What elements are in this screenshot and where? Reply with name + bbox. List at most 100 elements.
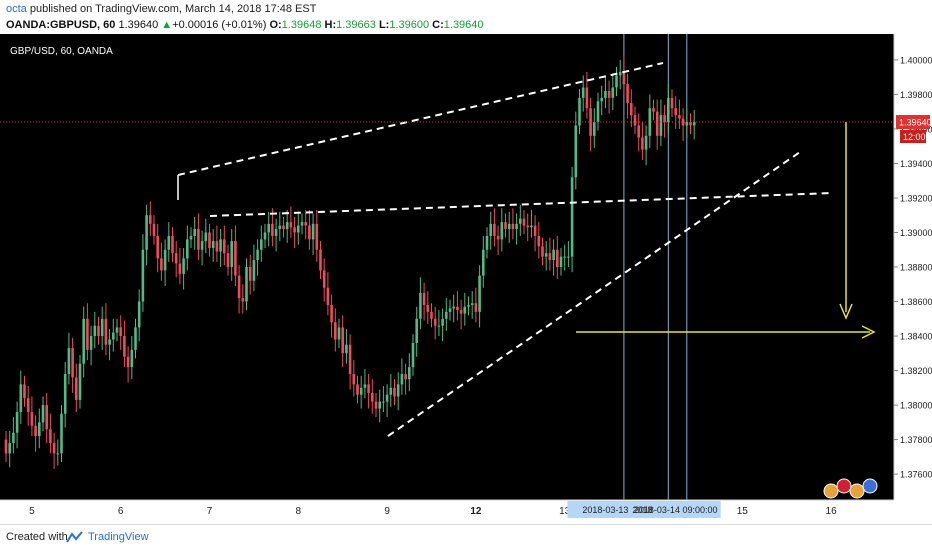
candle-body bbox=[544, 253, 548, 257]
countdown-tag bbox=[900, 130, 926, 144]
candle-body bbox=[493, 223, 496, 236]
x-tick-label: 6 bbox=[118, 506, 124, 517]
candle-body bbox=[433, 318, 437, 326]
tradingview-link[interactable]: TradingView bbox=[88, 531, 149, 543]
candle-body bbox=[115, 327, 119, 333]
drawings bbox=[177, 62, 876, 437]
y-tick-label: 1.38600 bbox=[900, 297, 932, 307]
candle-body bbox=[600, 97, 603, 102]
candle-body bbox=[667, 97, 670, 123]
candle-body bbox=[167, 235, 171, 250]
candle-body bbox=[485, 235, 489, 250]
candle-body bbox=[393, 387, 396, 397]
candle-body bbox=[226, 253, 230, 267]
candle-body bbox=[326, 287, 330, 305]
candle-body bbox=[260, 239, 263, 250]
channel-upper-line bbox=[177, 62, 664, 176]
author-link[interactable]: octa bbox=[6, 3, 27, 15]
candle-body bbox=[337, 327, 341, 340]
candle-body bbox=[500, 222, 504, 240]
created-with-text: Created with bbox=[6, 531, 68, 543]
candle-body bbox=[319, 249, 322, 271]
neckline bbox=[209, 192, 833, 217]
candle-body bbox=[41, 405, 45, 423]
candle-body bbox=[522, 218, 526, 226]
candle-body bbox=[530, 225, 533, 228]
candle-body bbox=[130, 349, 134, 368]
candle-body bbox=[256, 249, 259, 261]
price-tag bbox=[896, 115, 930, 130]
candle-body bbox=[145, 215, 148, 250]
time-axis[interactable] bbox=[0, 500, 894, 520]
candle-body bbox=[655, 111, 659, 136]
candle-body bbox=[163, 249, 167, 271]
candle-body bbox=[126, 356, 130, 368]
candle-body bbox=[193, 229, 196, 236]
candle-body bbox=[4, 439, 8, 454]
candle-body bbox=[293, 227, 296, 233]
up-arrow-icon: ▲ bbox=[161, 19, 173, 31]
candle-body bbox=[648, 108, 652, 136]
price-axis[interactable] bbox=[894, 34, 932, 500]
candle-body bbox=[626, 84, 629, 104]
y-tick-label: 1.39800 bbox=[900, 90, 932, 100]
candle-body bbox=[285, 222, 289, 230]
candle-body bbox=[489, 223, 492, 236]
candle-body bbox=[208, 232, 211, 249]
price-chart[interactable]: GBP/USD, 60, OANDA 1.40000 1.39800 1.39600… bbox=[0, 34, 932, 524]
candle-body bbox=[445, 311, 448, 319]
y-tick-label: 1.37800 bbox=[900, 435, 932, 445]
candle-body bbox=[108, 339, 111, 345]
candle-body bbox=[678, 115, 681, 119]
candle-body bbox=[304, 222, 307, 226]
candle-body bbox=[49, 429, 52, 444]
candle-body bbox=[367, 384, 370, 393]
candle-body bbox=[396, 384, 400, 397]
low-value: 1.39600 bbox=[389, 19, 430, 31]
y-tick-label: 1.40000 bbox=[900, 55, 932, 65]
candle-body bbox=[189, 235, 193, 240]
candle-body bbox=[692, 122, 696, 126]
candle-body bbox=[56, 453, 60, 455]
candle-body bbox=[149, 215, 152, 224]
candle-body bbox=[30, 411, 34, 426]
candle-body bbox=[112, 332, 115, 340]
candle-body bbox=[100, 318, 104, 337]
event-badges[interactable] bbox=[823, 478, 878, 499]
publish-line: octa published on TradingView.com, March… bbox=[6, 3, 316, 15]
x-tick-label: 8 bbox=[296, 506, 302, 517]
candle-body bbox=[448, 308, 452, 312]
open-label: O: bbox=[269, 19, 282, 31]
candle-body bbox=[556, 249, 559, 267]
countdown-label: 12:00 bbox=[903, 132, 926, 142]
candle-body bbox=[152, 223, 156, 236]
candle-body bbox=[60, 413, 63, 454]
y-axis-labels: 1.40000 1.39800 1.39600 1.39400 1.39200 1.390… bbox=[894, 55, 932, 480]
y-tick-label: 1.39600 bbox=[900, 124, 932, 134]
candle-body bbox=[430, 311, 433, 319]
candle-body bbox=[467, 304, 470, 307]
target-arrow-head bbox=[861, 325, 876, 339]
candle-body bbox=[659, 115, 663, 136]
down-arrow-head bbox=[839, 303, 853, 320]
candle-body bbox=[137, 301, 141, 328]
candle-body bbox=[515, 223, 518, 230]
chart-title: GBP/USD, 60, OANDA bbox=[10, 46, 113, 57]
candle-body bbox=[526, 225, 529, 228]
x-tick-label: 15 bbox=[737, 506, 749, 517]
candle-body bbox=[267, 223, 270, 233]
candle-body bbox=[452, 306, 455, 309]
candle-body bbox=[363, 384, 367, 388]
candle-body bbox=[26, 398, 30, 412]
candle-body bbox=[356, 384, 359, 395]
candle-body bbox=[415, 318, 418, 343]
candle-body bbox=[119, 327, 122, 337]
candle-body bbox=[426, 304, 430, 312]
candle-body bbox=[182, 258, 185, 274]
candle-body bbox=[633, 115, 637, 126]
candle-body bbox=[685, 122, 689, 126]
plot-area[interactable] bbox=[0, 34, 894, 500]
candle-body bbox=[596, 101, 600, 123]
candle-body bbox=[234, 241, 237, 276]
price-tag-label: 1.39640 bbox=[899, 118, 932, 128]
